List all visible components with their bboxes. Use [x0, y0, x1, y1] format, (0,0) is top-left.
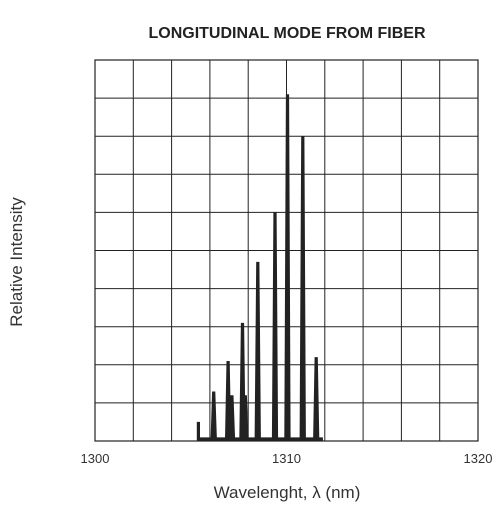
chart-title: LONGITUDINAL MODE FROM FIBER [148, 25, 425, 42]
y-axis-label: Relative Intensity [7, 197, 26, 327]
x-tick-label: 1300 [81, 451, 110, 466]
x-tick-label: 1320 [464, 451, 493, 466]
x-axis-label: Wavelenght, λ (nm) [214, 483, 361, 502]
series-line [196, 94, 323, 441]
plot-frame [94, 59, 479, 442]
x-tick-labels: 1300 1310 1320 [81, 451, 493, 466]
series-layer [196, 94, 323, 441]
x-tick-label: 1310 [272, 451, 301, 466]
